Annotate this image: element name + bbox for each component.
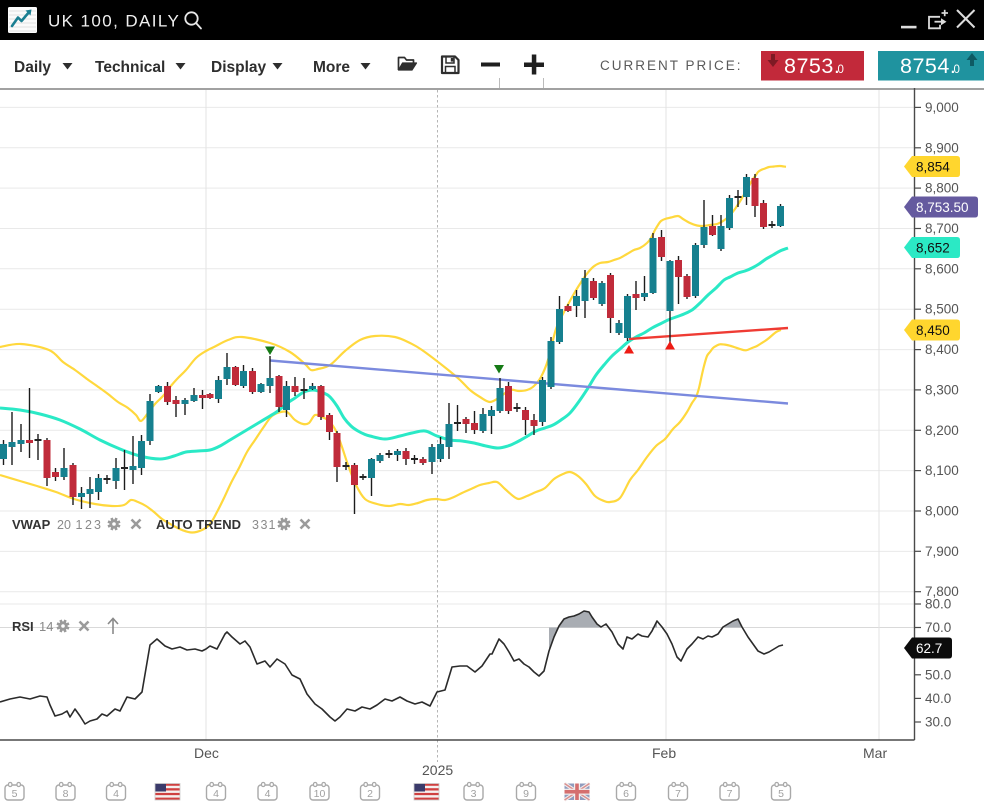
- svg-text:1: 1: [269, 518, 276, 532]
- svg-text:Display: Display: [211, 59, 267, 76]
- svg-text:8,000: 8,000: [925, 504, 959, 519]
- svg-text:30.0: 30.0: [925, 715, 951, 730]
- svg-text:20: 20: [57, 518, 71, 532]
- svg-text:8,500: 8,500: [925, 302, 959, 317]
- svg-text:0: 0: [954, 64, 960, 76]
- svg-text:4: 4: [113, 788, 119, 800]
- svg-text:8,700: 8,700: [925, 221, 959, 236]
- svg-text:Technical: Technical: [95, 59, 165, 76]
- svg-text:8,854: 8,854: [916, 159, 950, 174]
- svg-text:4: 4: [213, 788, 219, 800]
- svg-text:8,800: 8,800: [925, 181, 959, 196]
- svg-text:62.7: 62.7: [916, 641, 942, 656]
- svg-text:5: 5: [12, 788, 18, 800]
- svg-text:8,450: 8,450: [916, 323, 950, 338]
- svg-text:3: 3: [261, 518, 268, 532]
- svg-text:1: 1: [76, 518, 83, 532]
- svg-text:40.0: 40.0: [925, 691, 951, 706]
- svg-text:9: 9: [523, 788, 529, 800]
- svg-text:2: 2: [85, 518, 92, 532]
- svg-text:RSI: RSI: [12, 619, 34, 634]
- svg-text:Mar: Mar: [863, 745, 887, 761]
- svg-text:2: 2: [367, 788, 373, 800]
- svg-text:8,900: 8,900: [925, 140, 959, 155]
- svg-text:8,200: 8,200: [925, 423, 959, 438]
- svg-text:More: More: [313, 59, 350, 76]
- svg-text:8: 8: [63, 788, 69, 800]
- svg-text:5: 5: [778, 788, 784, 800]
- svg-text:8,652: 8,652: [916, 240, 950, 255]
- svg-text:4: 4: [265, 788, 271, 800]
- svg-text:7: 7: [727, 788, 733, 800]
- svg-text:UK 100, DAILY: UK 100, DAILY: [48, 12, 180, 31]
- svg-text:6: 6: [623, 788, 629, 800]
- svg-text:VWAP: VWAP: [12, 517, 51, 532]
- svg-text:7: 7: [675, 788, 681, 800]
- svg-text:7,900: 7,900: [925, 544, 959, 559]
- svg-text:Daily: Daily: [14, 59, 51, 76]
- svg-text:8753.: 8753.: [784, 54, 840, 78]
- svg-text:8754.: 8754.: [900, 54, 956, 78]
- svg-text:3: 3: [252, 518, 259, 532]
- svg-text:2025: 2025: [422, 762, 453, 778]
- svg-text:AUTO TREND: AUTO TREND: [156, 517, 241, 532]
- svg-text:70.0: 70.0: [925, 620, 951, 635]
- svg-text:8,753.50: 8,753.50: [916, 200, 969, 215]
- svg-text:14: 14: [39, 619, 53, 634]
- svg-text:3: 3: [94, 518, 101, 532]
- svg-text:8,100: 8,100: [925, 463, 959, 478]
- svg-text:80.0: 80.0: [925, 597, 951, 612]
- svg-text:3: 3: [471, 788, 477, 800]
- svg-text:Feb: Feb: [652, 745, 676, 761]
- svg-text:Dec: Dec: [194, 745, 219, 761]
- svg-text:8,300: 8,300: [925, 382, 959, 397]
- svg-text:10: 10: [314, 788, 326, 800]
- svg-text:7,800: 7,800: [925, 584, 959, 599]
- svg-text:CURRENT PRICE:: CURRENT PRICE:: [600, 58, 743, 73]
- svg-text:0: 0: [838, 64, 844, 76]
- svg-text:8,400: 8,400: [925, 342, 959, 357]
- svg-text:9,000: 9,000: [925, 100, 959, 115]
- svg-text:8,600: 8,600: [925, 261, 959, 276]
- svg-text:50.0: 50.0: [925, 667, 951, 682]
